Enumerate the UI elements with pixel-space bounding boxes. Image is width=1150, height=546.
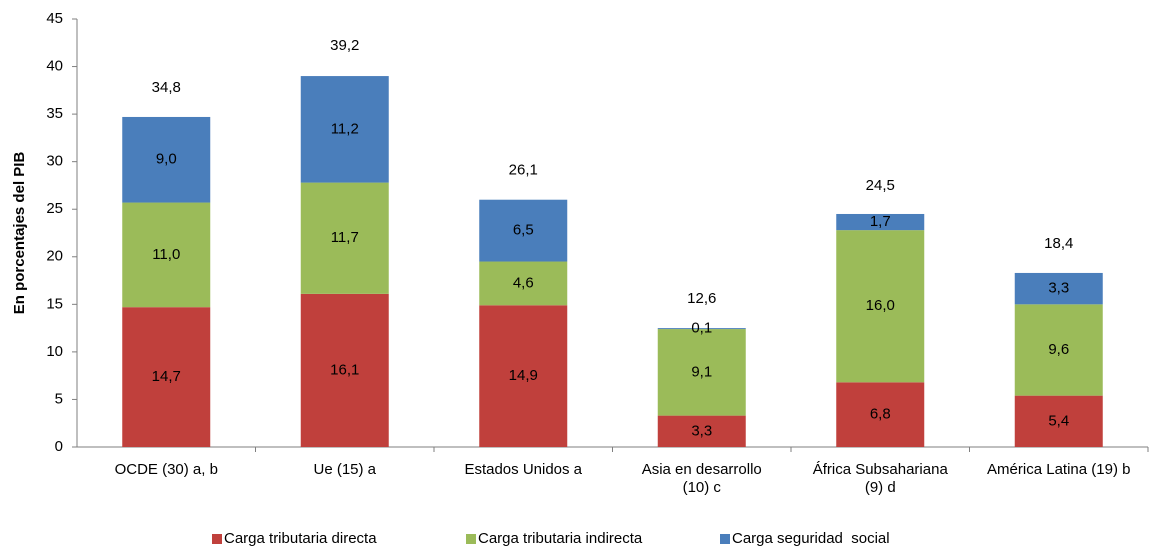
value-label: 3,3 [1048,280,1069,297]
x-tick-label: Ue (15) a [313,461,377,478]
x-tick-label: OCDE (30) a, b [114,461,218,478]
x-tick-label: Asia en desarrollo (10) c [641,461,762,496]
value-label: 9,1 [691,363,712,380]
bar-segment [300,293,389,447]
bar-segment [1014,304,1103,396]
x-tick-label: África Subsahariana (9) d [812,461,948,496]
y-tick-label: 15 [46,295,63,312]
y-tick-label: 25 [46,200,63,217]
y-tick-label: 5 [55,390,63,407]
bar-segment [122,307,211,447]
value-label: 16,1 [330,361,359,378]
value-label: 0,1 [691,320,712,337]
y-tick-label: 20 [46,248,63,265]
bar-segment [1014,395,1103,447]
bar-segment [657,329,746,416]
value-label: 9,0 [156,151,177,168]
y-tick-label: 40 [46,58,63,75]
bar-segment [1014,272,1103,305]
value-label: 9,6 [1048,341,1069,358]
total-label: 24,5 [866,177,895,194]
value-label: 11,2 [331,120,359,137]
y-tick-label: 10 [46,343,63,360]
bar-segment [122,116,211,203]
value-label: 4,6 [513,274,534,291]
x-tick-label: América Latina (19) b [987,461,1131,478]
total-label: 34,8 [152,79,181,96]
value-label: 11,0 [152,246,180,263]
total-label: 26,1 [509,162,538,179]
y-tick-label: 45 [46,10,63,27]
x-tick-label: Estados Unidos a [464,461,583,478]
value-label: 14,7 [152,368,181,385]
total-label: 12,6 [687,290,716,307]
bar-segment [122,202,211,308]
bar-segment [836,213,925,231]
y-tick-label: 0 [55,438,63,455]
legend-label: Carga tributaria directa [224,530,377,546]
value-label: 6,8 [870,406,891,423]
bar-segment [657,328,746,330]
legend-label: Carga tributaria indirecta [478,530,643,546]
value-label: 1,7 [870,213,891,230]
y-axis-label: En porcentajes del PIB [11,152,28,315]
value-label: 5,4 [1048,412,1069,429]
legend-label: Carga seguridad social [732,530,890,546]
legend-swatch [466,534,476,544]
legend-swatch [212,534,222,544]
total-label: 18,4 [1044,235,1073,252]
bar-segment [300,182,389,294]
bar-segment [836,230,925,383]
bar-segment [657,415,746,447]
bar-segment [300,76,389,183]
value-label: 3,3 [691,422,712,439]
total-label: 39,2 [330,37,359,54]
bar-segment [479,305,568,447]
legend-swatch [720,534,730,544]
bar-segment [479,199,568,262]
bar-segment [479,261,568,306]
value-label: 14,9 [509,367,538,384]
value-label: 11,7 [331,229,359,246]
y-tick-label: 35 [46,105,63,122]
bar-segment [836,382,925,447]
value-label: 16,0 [866,297,895,314]
y-tick-label: 30 [46,153,63,170]
value-label: 6,5 [513,222,534,239]
